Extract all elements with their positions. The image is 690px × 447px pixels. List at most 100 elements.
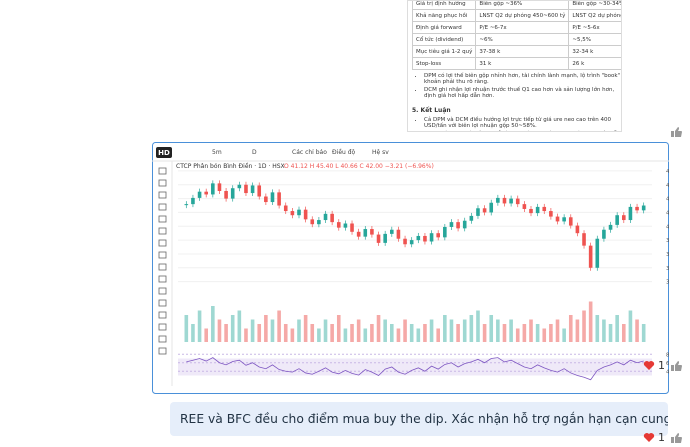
volume-bar [310,324,315,342]
table-cell: 31 k [475,57,570,70]
volume-bar [264,315,268,342]
candle [184,204,189,206]
like-icon[interactable] [670,432,682,444]
y-tick-label: 48.00 [666,169,669,175]
tool-icon [158,167,167,175]
volume-bar [317,328,321,342]
volume-bar [290,328,295,342]
candle [462,220,467,229]
volume-bar [363,328,368,342]
candle [283,205,288,212]
table-cell: ~6% [475,33,570,46]
candle [383,233,387,243]
rsi-band [178,358,652,376]
table-row: Giá trị định hướng Biên gộp ~36% Biên gộp … [411,1,621,10]
table-cell: 32-34 k [568,45,621,58]
document-image: Giá trị định hướng Biên gộp ~36% Biên gộp … [407,0,622,132]
tool-icon [158,251,167,259]
candle [423,235,427,242]
table-cell: LNST Q2 dự phóng 500~650 tỷ [568,9,621,22]
candle [330,213,334,223]
table-cell: P/E ~6-7x [475,21,570,34]
volume-bar [496,319,500,342]
table-cell: Biên gộp ~30-34% [568,1,621,10]
volume-bar [403,319,407,342]
table-row: Cổ tức (dividend) ~6% ~5,5% [411,33,621,46]
table-cell: LNST Q2 dự phóng 450~600 tỷ [475,9,570,22]
volume-bar [343,328,348,342]
volume-bar [244,328,248,342]
candle [376,234,381,243]
candle [476,208,480,216]
volume-bar [622,324,626,342]
table-cell: Giá trị định hướng [411,1,477,10]
volume-bar [462,319,467,342]
candle [336,222,341,228]
bullet: Cả DPM và DCM điều hướng lợi trực tiếp t… [424,117,621,129]
candle [562,217,566,222]
heading: 5. Kết Luận [412,107,451,114]
candle [443,226,447,238]
table-cell: Biên gộp ~36% [475,1,570,10]
volume-bar [409,324,414,342]
candle [529,208,533,214]
volume-bar [423,324,427,342]
reaction[interactable]: 1 [643,359,665,372]
candle [264,196,268,203]
volume-bar [489,315,494,342]
table-row: Mục tiêu giá 1-2 quý 37-38 k 32-34 k [411,45,621,58]
candle [515,198,520,205]
like-icon[interactable] [670,126,682,138]
volume-bar [283,324,288,342]
volume-bar [628,310,633,342]
table-cell: 37-38 k [475,45,570,58]
table-cell: Mục tiêu giá 1-2 quý [411,45,477,58]
volume-bar [376,315,381,342]
y-tick-label: 38.00 [666,238,669,244]
volume-bar [635,319,639,342]
candle [197,191,202,198]
candle [509,198,513,204]
tool-icon [158,239,167,247]
y-tick-label: 34.00 [666,266,669,272]
volume-bar [217,319,222,342]
candle [350,223,354,232]
y-tick-label: 40.00 [666,224,669,230]
volume-bar [615,315,619,342]
volume-bar [350,324,354,342]
candle [469,215,474,221]
volume-bar [549,324,553,342]
reaction[interactable]: 1 [643,431,665,444]
tool-icon [158,203,167,211]
table-row: Stop-loss 31 k 26 k [411,57,621,70]
candle [489,202,494,213]
volume-bar [230,315,235,342]
volume-bar [429,319,434,342]
y-tick-label: 46.00 [666,183,669,189]
like-icon[interactable] [670,360,682,372]
candle [568,217,573,226]
bullet: DPM có lợi thế biên gộp nhỉnh hơn, tài c… [424,73,621,85]
candle [608,224,613,230]
tool-icon [158,347,167,355]
candle [575,225,580,234]
reaction-count: 1 [658,431,665,444]
tool-icon [158,299,167,307]
table-cell: Stop-loss [411,57,477,70]
reaction-count: 1 [658,359,665,372]
volume-bar [515,328,520,342]
tool-icon [158,311,167,319]
candle [237,184,242,189]
volume-bar [529,319,533,342]
table-cell: ~5,5% [568,33,621,46]
table-row: Định giá forward P/E ~6-7x P/E ~5-6x [411,21,621,34]
table-cell: Định giá forward [411,21,477,34]
volume-bar [449,319,454,342]
volume-bar [416,328,421,342]
candle [370,229,374,235]
candle [323,213,328,221]
toolbar-item: D [252,149,257,156]
candle [297,209,301,216]
volume-bar [436,328,440,342]
candle [217,183,222,191]
